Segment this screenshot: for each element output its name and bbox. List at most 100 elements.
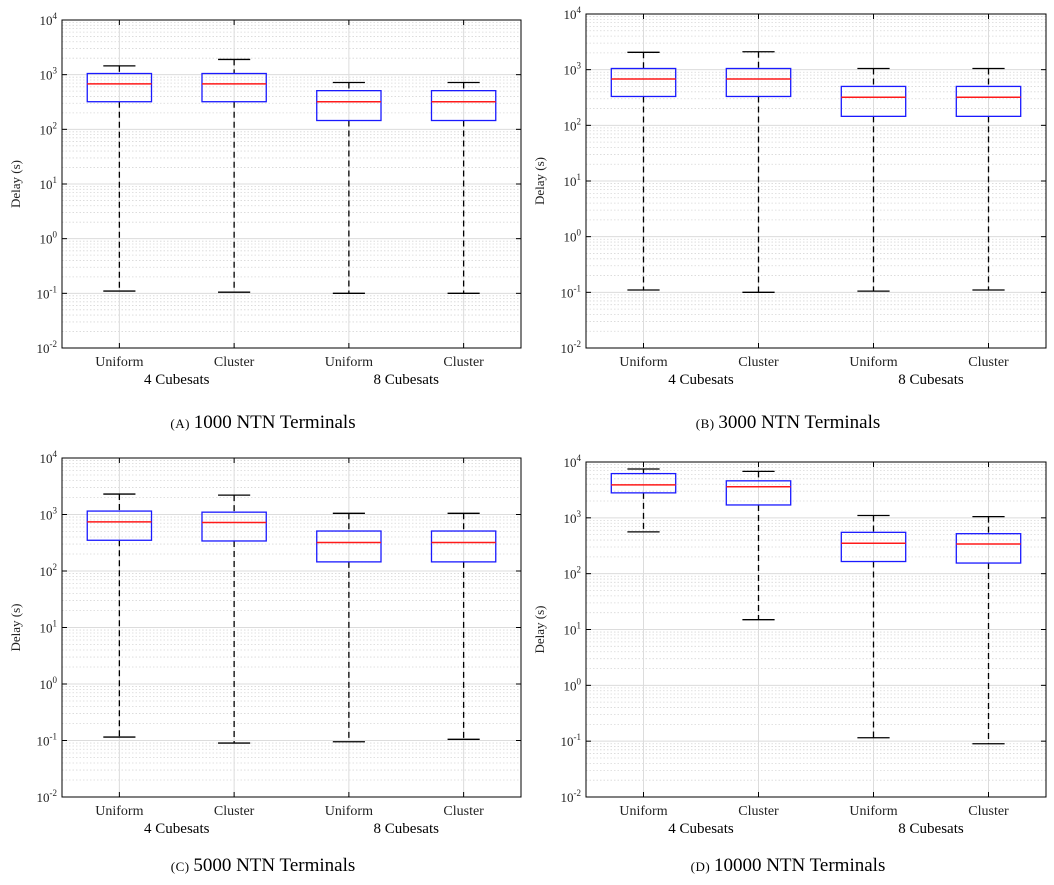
x-group-label: 8 Cubesats bbox=[898, 372, 964, 388]
y-axis-label: Delay (s) bbox=[8, 603, 23, 651]
panel-caption: (B) 3000 NTN Terminals bbox=[696, 412, 881, 433]
box-4 bbox=[955, 67, 1022, 291]
iqr-box bbox=[840, 531, 907, 563]
iqr-box bbox=[955, 85, 1022, 118]
y-tick-label: 101 bbox=[564, 621, 582, 638]
x-category-label: Cluster bbox=[738, 804, 779, 819]
y-tick-label: 103 bbox=[40, 506, 58, 523]
y-tick-label: 103 bbox=[40, 66, 58, 83]
x-group-label: 8 Cubesats bbox=[374, 821, 440, 837]
y-tick-label: 10-1 bbox=[561, 732, 582, 749]
x-category-label: Cluster bbox=[968, 355, 1009, 370]
y-tick-label: 101 bbox=[40, 619, 58, 636]
box-1 bbox=[610, 468, 677, 533]
y-tick-label: 102 bbox=[40, 120, 58, 137]
y-tick-label: 100 bbox=[564, 228, 582, 245]
panel-caption: (D) 10000 NTN Terminals bbox=[691, 855, 886, 876]
x-category-label: Cluster bbox=[443, 355, 484, 370]
iqr-box bbox=[316, 530, 382, 563]
y-tick-label: 103 bbox=[564, 509, 582, 526]
x-category-label: Cluster bbox=[214, 355, 255, 370]
x-group-label: 4 Cubesats bbox=[144, 821, 210, 837]
y-tick-label: 102 bbox=[564, 565, 582, 582]
iqr-box bbox=[955, 533, 1022, 564]
y-tick-label: 10-1 bbox=[37, 732, 58, 749]
y-axis-label: Delay (s) bbox=[532, 605, 547, 653]
x-category-label: Cluster bbox=[738, 355, 779, 370]
y-tick-label: 101 bbox=[40, 175, 58, 192]
x-category-label: Cluster bbox=[968, 804, 1009, 819]
box-4 bbox=[430, 512, 497, 740]
y-axis-label: Delay (s) bbox=[532, 157, 547, 205]
x-category-label: Uniform bbox=[325, 355, 373, 370]
x-group-label: 8 Cubesats bbox=[898, 821, 964, 837]
x-category-label: Uniform bbox=[619, 355, 667, 370]
box-3 bbox=[840, 67, 907, 292]
x-category-label: Uniform bbox=[849, 804, 897, 819]
iqr-box bbox=[725, 67, 792, 98]
iqr-box bbox=[840, 85, 907, 118]
iqr-box bbox=[725, 480, 792, 506]
x-group-label: 8 Cubesats bbox=[374, 372, 440, 388]
x-group-label: 4 Cubesats bbox=[668, 372, 734, 388]
y-tick-label: 10-1 bbox=[561, 283, 582, 300]
x-category-label: Uniform bbox=[95, 355, 143, 370]
caption-letter: (A) bbox=[170, 416, 193, 431]
box-1 bbox=[86, 65, 153, 292]
box-2 bbox=[725, 51, 792, 293]
caption-text: 3000 NTN Terminals bbox=[718, 412, 880, 433]
iqr-box bbox=[86, 510, 153, 541]
y-tick-label: 102 bbox=[40, 562, 58, 579]
iqr-box bbox=[430, 90, 497, 122]
y-tick-label: 10-1 bbox=[37, 284, 58, 301]
y-tick-label: 104 bbox=[564, 5, 582, 22]
caption-text: 1000 NTN Terminals bbox=[194, 412, 356, 433]
iqr-box bbox=[201, 511, 267, 542]
iqr-box bbox=[86, 72, 153, 103]
y-tick-label: 10-2 bbox=[37, 339, 58, 356]
box-2 bbox=[201, 494, 267, 744]
x-category-label: Uniform bbox=[325, 804, 373, 819]
caption-text: 5000 NTN Terminals bbox=[193, 855, 355, 876]
x-category-label: Uniform bbox=[95, 804, 143, 819]
x-category-label: Cluster bbox=[214, 804, 255, 819]
box-3 bbox=[316, 512, 382, 743]
y-tick-label: 102 bbox=[564, 116, 582, 133]
iqr-box bbox=[201, 72, 267, 103]
y-tick-label: 104 bbox=[40, 449, 58, 466]
chart-panel-d: 10-2 10-1 100 101 102 103 104 Delay (s) Uniform C… bbox=[532, 453, 1047, 876]
iqr-box bbox=[316, 90, 382, 122]
box-3 bbox=[840, 514, 907, 739]
y-tick-label: 101 bbox=[564, 172, 582, 189]
y-tick-label: 103 bbox=[564, 61, 582, 78]
y-tick-label: 10-2 bbox=[561, 339, 582, 356]
iqr-box bbox=[610, 472, 677, 494]
y-tick-label: 100 bbox=[564, 676, 582, 693]
y-axis-label: Delay (s) bbox=[8, 160, 23, 208]
chart-panel-b: 10-2 10-1 100 101 102 103 104 Delay (s) Uniform C… bbox=[532, 5, 1047, 433]
caption-text: 10000 NTN Terminals bbox=[714, 855, 885, 876]
iqr-box bbox=[610, 67, 677, 98]
caption-letter: (B) bbox=[696, 416, 719, 431]
x-category-label: Cluster bbox=[443, 804, 484, 819]
box-4 bbox=[955, 516, 1022, 745]
box-1 bbox=[610, 51, 677, 291]
x-group-label: 4 Cubesats bbox=[668, 821, 734, 837]
chart-panel-c: 10-2 10-1 100 101 102 103 104 Delay (s) Uniform C… bbox=[8, 449, 522, 876]
iqr-box bbox=[430, 530, 497, 563]
x-group-label: 4 Cubesats bbox=[144, 372, 210, 388]
box-4 bbox=[430, 81, 497, 294]
box-1 bbox=[86, 493, 153, 738]
y-tick-label: 100 bbox=[40, 675, 58, 692]
box-2 bbox=[725, 470, 792, 621]
y-tick-label: 104 bbox=[40, 11, 58, 28]
y-tick-label: 10-2 bbox=[561, 788, 582, 805]
x-category-label: Uniform bbox=[619, 804, 667, 819]
box-2 bbox=[201, 58, 267, 293]
y-tick-label: 104 bbox=[564, 453, 582, 470]
chart-panel-a: 10-2 10-1 100 101 102 103 104 Delay (s) Uniform C… bbox=[8, 11, 522, 433]
y-tick-label: 100 bbox=[40, 230, 58, 247]
caption-letter: (D) bbox=[691, 859, 714, 874]
panel-caption: (C) 5000 NTN Terminals bbox=[171, 855, 356, 876]
